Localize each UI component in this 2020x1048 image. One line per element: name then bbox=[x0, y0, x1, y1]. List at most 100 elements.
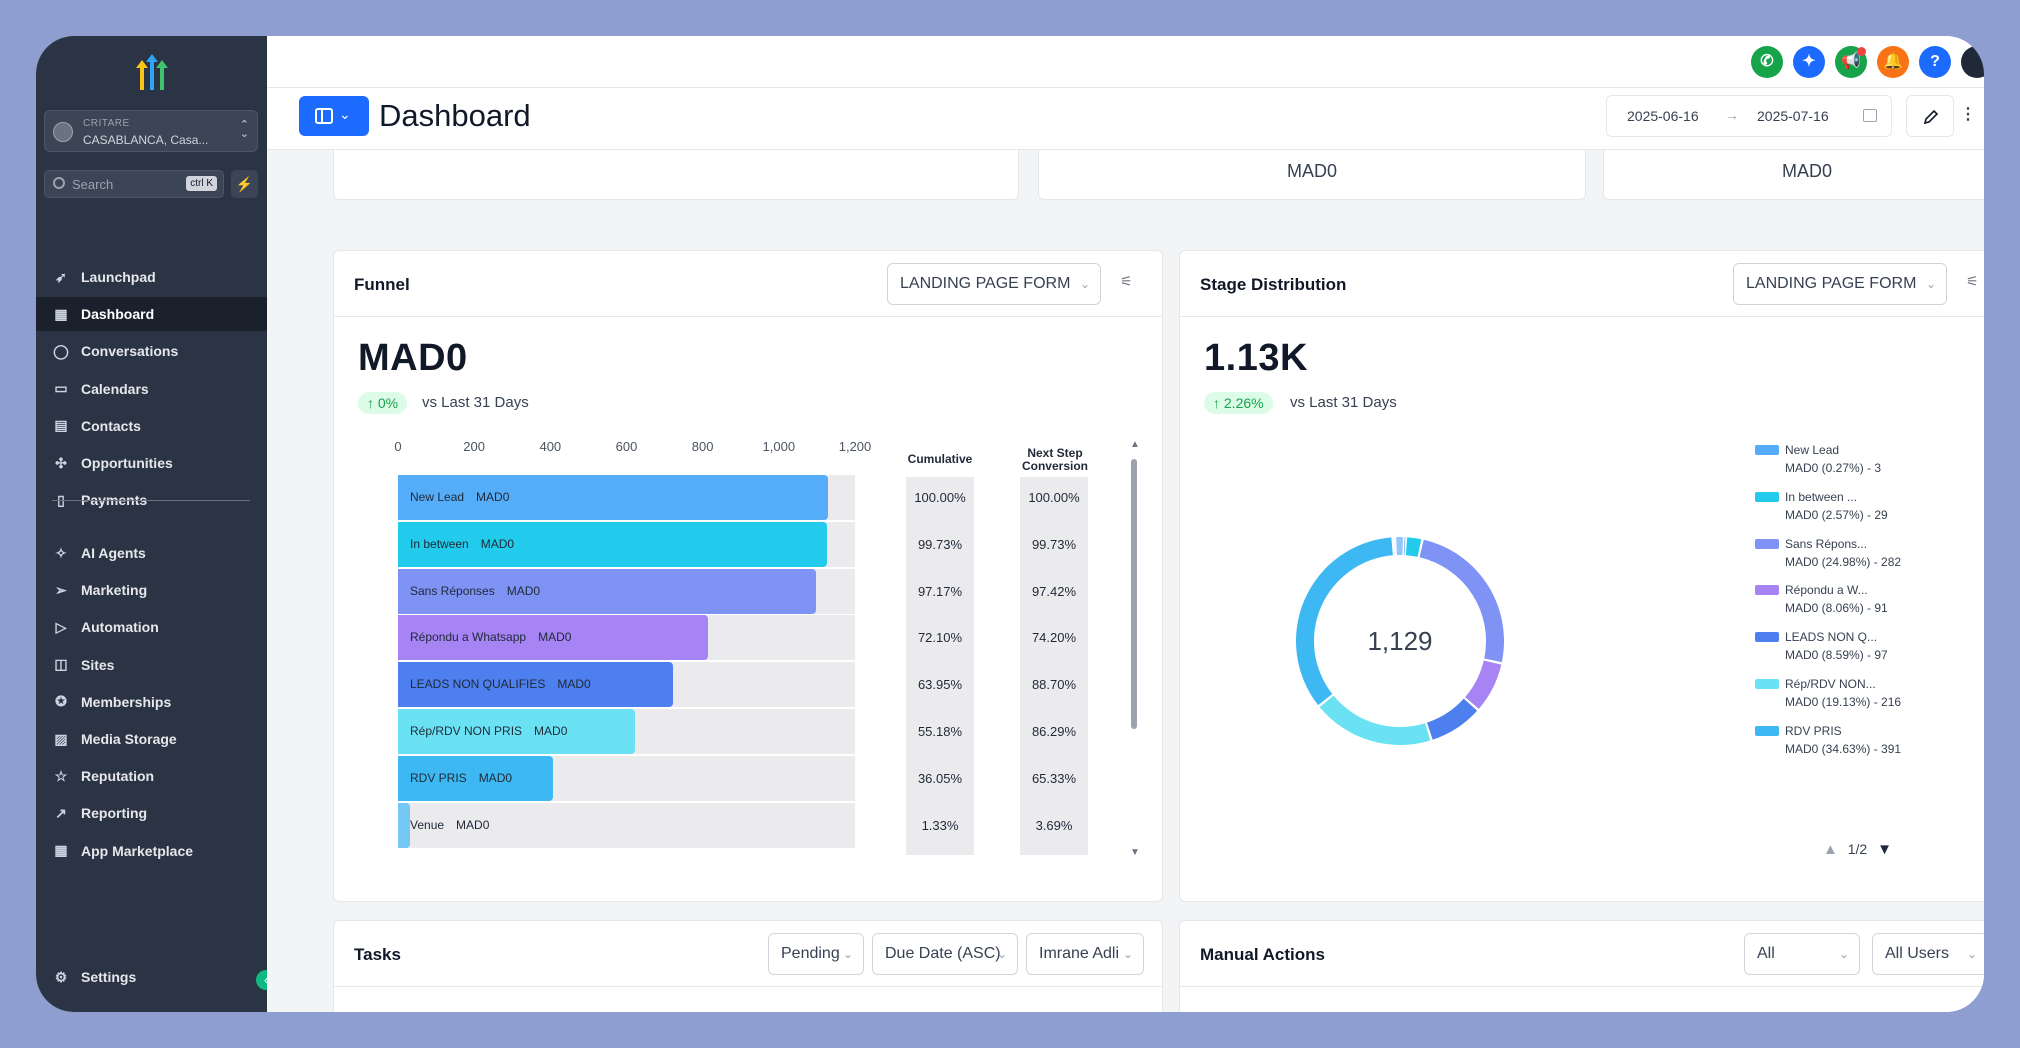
sidebar-item-label: Opportunities bbox=[81, 455, 173, 471]
chart-scrollbar[interactable]: ▲ ▼ bbox=[1130, 439, 1140, 858]
sidebar-item-ai-agents[interactable]: ✧ AI Agents bbox=[36, 536, 267, 570]
more-options-icon[interactable]: ⋮ bbox=[1960, 106, 1976, 123]
rocket-icon: ➶ bbox=[55, 268, 67, 285]
legend-item[interactable]: In between ... MAD0 (2.57%) - 29 bbox=[1755, 488, 1888, 524]
sidebar-item-reputation[interactable]: ☆ Reputation bbox=[36, 759, 267, 793]
legend-name: Rép/RDV NON... bbox=[1785, 677, 1876, 691]
legend-item[interactable]: Sans Répons... MAD0 (24.98%) - 282 bbox=[1755, 535, 1901, 571]
funnel-bar-value: MAD0 bbox=[478, 770, 513, 785]
donut-slice[interactable] bbox=[1419, 539, 1504, 663]
cumulative-value: 1.33% bbox=[921, 817, 959, 833]
help-button[interactable]: ? bbox=[1919, 46, 1951, 78]
sidebar-item-conversations[interactable]: ◯ Conversations bbox=[36, 334, 267, 368]
legend-item[interactable]: Rép/RDV NON... MAD0 (19.13%) - 216 bbox=[1755, 675, 1901, 711]
sidebar-item-sites[interactable]: ◫ Sites bbox=[36, 648, 267, 682]
trend-icon: ↗ bbox=[55, 804, 67, 821]
task-user-select[interactable]: Imrane Adli ⌄ bbox=[1026, 933, 1144, 975]
legend-name: Répondu a W... bbox=[1785, 583, 1868, 598]
donut-slice[interactable] bbox=[1465, 660, 1502, 709]
donut-center-value: 1,129 bbox=[1367, 626, 1432, 656]
funnel-bar[interactable]: Venue MAD0 bbox=[398, 802, 489, 848]
opportunities-icon: ✣ bbox=[55, 454, 67, 471]
donut-slice[interactable] bbox=[1396, 537, 1403, 556]
task-status-select[interactable]: Pending ⌄ bbox=[768, 933, 864, 975]
funnel-bar-label: RDV PRIS bbox=[410, 770, 467, 785]
funnel-bar[interactable]: New Lead MAD0 bbox=[398, 475, 828, 520]
date-range-picker[interactable]: 2025-06-16 → 2025-07-16 bbox=[1606, 95, 1892, 137]
funnel-bar[interactable]: LEADS NON QUALIFIES MAD0 bbox=[398, 662, 673, 708]
scrollbar-thumb[interactable] bbox=[1131, 459, 1137, 729]
funnel-bar-track: In between MAD0 bbox=[398, 521, 855, 567]
announcements-button[interactable]: 📢 bbox=[1835, 46, 1867, 78]
task-sort-select[interactable]: Due Date (ASC) ⌄ bbox=[872, 933, 1018, 975]
donut-slice[interactable] bbox=[1405, 537, 1422, 557]
legend-value: MAD0 (8.59%) - 97 bbox=[1785, 648, 1888, 663]
sidebar-item-calendars[interactable]: ▭ Calendars bbox=[36, 372, 267, 406]
stage-filter-select[interactable]: LANDING PAGE FORM ⌄ bbox=[1733, 263, 1947, 305]
search-input[interactable]: Search ctrl K bbox=[44, 170, 224, 198]
donut-slice[interactable] bbox=[1427, 698, 1478, 740]
app-logo bbox=[136, 54, 168, 90]
sidebar-item-automation[interactable]: ▷ Automation bbox=[36, 610, 267, 644]
legend-item[interactable]: RDV PRIS MAD0 (34.63%) - 391 bbox=[1755, 722, 1901, 758]
user-avatar[interactable] bbox=[1961, 46, 1984, 78]
funnel-bar[interactable]: RDV PRIS MAD0 bbox=[398, 755, 553, 801]
sidebar-item-media-storage[interactable]: ▨ Media Storage bbox=[36, 722, 267, 756]
page-next-icon[interactable]: ▼ bbox=[1877, 841, 1892, 858]
legend-swatch bbox=[1755, 538, 1779, 549]
legend-name: LEADS NON Q... bbox=[1785, 630, 1878, 645]
sidebar-item-app-marketplace[interactable]: ▦ App Marketplace bbox=[36, 834, 267, 868]
donut-slice[interactable] bbox=[1403, 537, 1406, 556]
funnel-bar-label: Sans Réponses bbox=[410, 583, 495, 598]
donut-slice[interactable] bbox=[1393, 537, 1395, 556]
select-value: All Users bbox=[1885, 945, 1950, 962]
stage-donut-chart: 1,129 bbox=[1296, 537, 1504, 745]
receipt-icon: ▯ bbox=[51, 490, 71, 510]
sidebar-item-opportunities[interactable]: ✣ Opportunities bbox=[36, 446, 267, 480]
donut-slice[interactable] bbox=[1296, 537, 1393, 706]
manual-actions-user-select[interactable]: All Users ⌄ bbox=[1872, 933, 1984, 975]
phone-button[interactable]: ✆ bbox=[1751, 46, 1783, 78]
quick-action-button[interactable]: ⚡ bbox=[231, 170, 258, 198]
sidebar-item-reporting[interactable]: ↗ Reporting bbox=[36, 796, 267, 830]
filter-settings-icon[interactable]: ⚟ bbox=[1966, 273, 1979, 289]
legend-item[interactable]: New Lead MAD0 (0.27%) - 3 bbox=[1755, 441, 1881, 477]
chevron-down-icon: ⌄ bbox=[1925, 277, 1936, 291]
funnel-filter-select[interactable]: LANDING PAGE FORM ⌄ bbox=[887, 263, 1101, 305]
funnel-bar-value: MAD0 bbox=[456, 817, 490, 832]
dashboard-switcher-button[interactable]: ⌄ bbox=[299, 96, 369, 136]
sidebar-item-launchpad[interactable]: ➶ Launchpad bbox=[36, 260, 267, 294]
legend-name: New Lead bbox=[1785, 443, 1840, 457]
manual-actions-filter-select[interactable]: All ⌄ bbox=[1744, 933, 1860, 975]
funnel-bar-label: New Lead bbox=[410, 490, 465, 504]
funnel-bar[interactable]: Sans Réponses MAD0 bbox=[398, 568, 816, 614]
funnel-bar[interactable]: Rép/RDV NON PRIS MAD0 bbox=[398, 709, 636, 754]
edit-dashboard-button[interactable] bbox=[1906, 95, 1954, 137]
top-bar: ✆ ✦ 📢 🔔 ? bbox=[267, 36, 1984, 88]
card-header: Manual Actions All ⌄ All Users ⌄ bbox=[1180, 921, 1984, 987]
funnel-bar[interactable]: Répondu a Whatsapp MAD0 bbox=[398, 615, 708, 661]
sidebar-item-contacts[interactable]: ▤ Contacts bbox=[36, 409, 267, 443]
cumulative-value: 55.18% bbox=[917, 724, 963, 739]
funnel-bar[interactable]: In between MAD0 bbox=[398, 521, 827, 567]
search-shortcut: ctrl K bbox=[186, 176, 217, 191]
sidebar-item-memberships[interactable]: ✪ Memberships bbox=[36, 685, 267, 719]
page-prev-icon[interactable]: ▲ bbox=[1823, 841, 1838, 858]
account-switcher[interactable]: CRITARE CASABLANCA, Casa... ⌃ ⌄ bbox=[44, 110, 258, 152]
filter-settings-icon[interactable]: ⚟ bbox=[1120, 273, 1133, 289]
next-step-value: 65.33% bbox=[1031, 770, 1077, 786]
notifications-button[interactable]: 🔔 bbox=[1877, 46, 1909, 78]
ai-button[interactable]: ✦ bbox=[1793, 46, 1825, 78]
sidebar-item-marketing[interactable]: ➢ Marketing bbox=[36, 573, 267, 607]
scroll-up-icon[interactable]: ▲ bbox=[1130, 439, 1140, 450]
legend-item[interactable]: Répondu a W... MAD0 (8.06%) - 91 bbox=[1755, 581, 1888, 617]
sidebar-item-settings[interactable]: ⚙ Settings bbox=[36, 960, 267, 994]
scroll-down-icon[interactable]: ▼ bbox=[1130, 847, 1140, 858]
sidebar-item-label: AI Agents bbox=[81, 545, 146, 561]
donut-slice[interactable] bbox=[1319, 695, 1431, 745]
sidebar-item-dashboard[interactable]: ▦ Dashboard bbox=[36, 297, 267, 332]
axis-tick-label: 800 bbox=[691, 439, 714, 454]
legend-item[interactable]: LEADS NON Q... MAD0 (8.59%) - 97 bbox=[1755, 628, 1888, 664]
legend-swatch bbox=[1755, 585, 1779, 596]
